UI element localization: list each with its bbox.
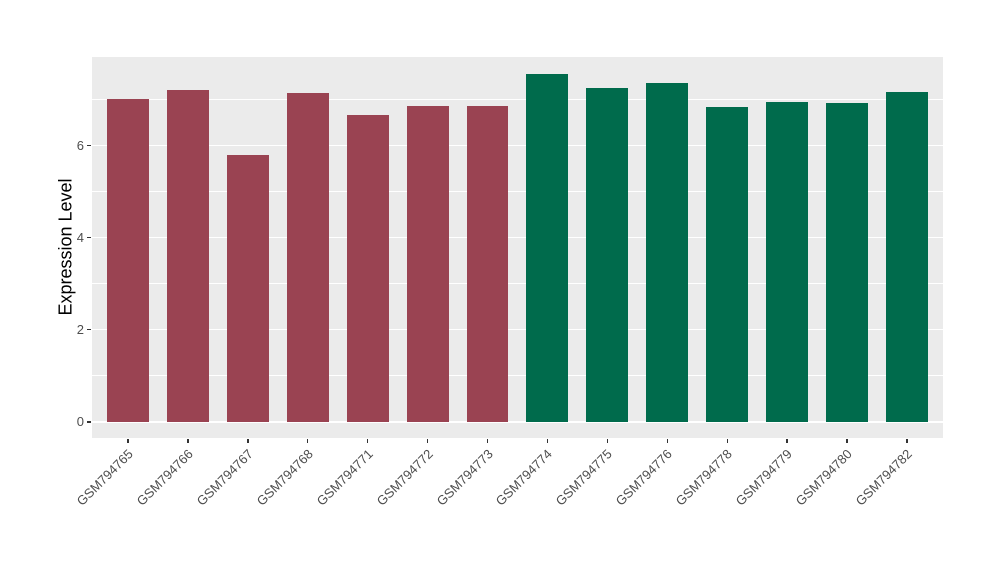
x-tick-label: GSM794765 xyxy=(73,446,136,509)
y-tick-label: 6 xyxy=(76,137,84,153)
x-tick-mark xyxy=(366,439,369,443)
gridline-minor xyxy=(92,375,943,377)
x-tick-mark xyxy=(247,439,249,443)
x-tick-mark xyxy=(846,439,848,443)
gridline-minor xyxy=(92,191,943,192)
x-tick-mark xyxy=(666,439,669,443)
gridline-major xyxy=(92,144,943,147)
x-tick-mark xyxy=(546,439,549,443)
x-tick-mark xyxy=(486,439,489,443)
bar-GSM794765 xyxy=(106,99,149,422)
plot-panel xyxy=(92,57,943,438)
bar-GSM794776 xyxy=(646,83,689,422)
gridline-major xyxy=(92,236,943,239)
x-tick-mark xyxy=(127,439,129,443)
x-tick-mark xyxy=(426,439,429,443)
y-tick-mark xyxy=(87,144,91,147)
gridline-minor xyxy=(92,98,943,100)
bar-GSM794771 xyxy=(346,115,389,422)
bar-GSM794775 xyxy=(586,87,629,422)
bar-GSM794778 xyxy=(706,107,749,422)
bar-GSM794774 xyxy=(526,74,569,422)
gridline-major xyxy=(92,328,943,331)
bar-GSM794766 xyxy=(166,90,209,422)
gridline-major xyxy=(92,421,943,423)
x-tick-mark xyxy=(726,439,728,443)
y-tick-mark xyxy=(87,421,91,423)
y-tick-label: 2 xyxy=(76,322,84,338)
y-tick-mark xyxy=(87,236,91,239)
bar-GSM794768 xyxy=(286,93,329,422)
y-tick-mark xyxy=(87,328,91,331)
x-tick-mark xyxy=(906,439,908,443)
gridline-minor xyxy=(92,283,943,285)
bar-GSM794780 xyxy=(826,102,869,422)
y-axis-title: Expression Level xyxy=(55,178,76,316)
x-tick-mark xyxy=(187,439,189,443)
x-tick-mark xyxy=(306,439,309,443)
bar-GSM794772 xyxy=(406,106,449,422)
bar-GSM794773 xyxy=(466,106,509,422)
bar-GSM794782 xyxy=(886,92,928,422)
x-tick-mark xyxy=(786,439,788,443)
bar-GSM794779 xyxy=(766,101,809,422)
x-tick-mark xyxy=(606,439,609,443)
y-tick-label: 4 xyxy=(76,230,84,246)
bar-GSM794767 xyxy=(226,154,269,422)
y-tick-label: 0 xyxy=(76,414,84,430)
